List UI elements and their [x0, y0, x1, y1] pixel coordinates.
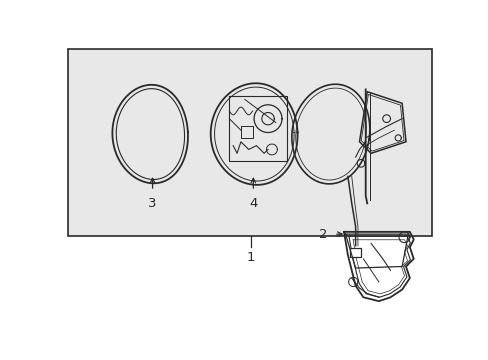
- Bar: [68, 49, 431, 236]
- Text: 2: 2: [318, 228, 326, 240]
- Bar: [349, 248, 360, 257]
- Text: 4: 4: [248, 197, 257, 210]
- Text: 3: 3: [148, 197, 157, 210]
- Text: 1: 1: [246, 251, 255, 264]
